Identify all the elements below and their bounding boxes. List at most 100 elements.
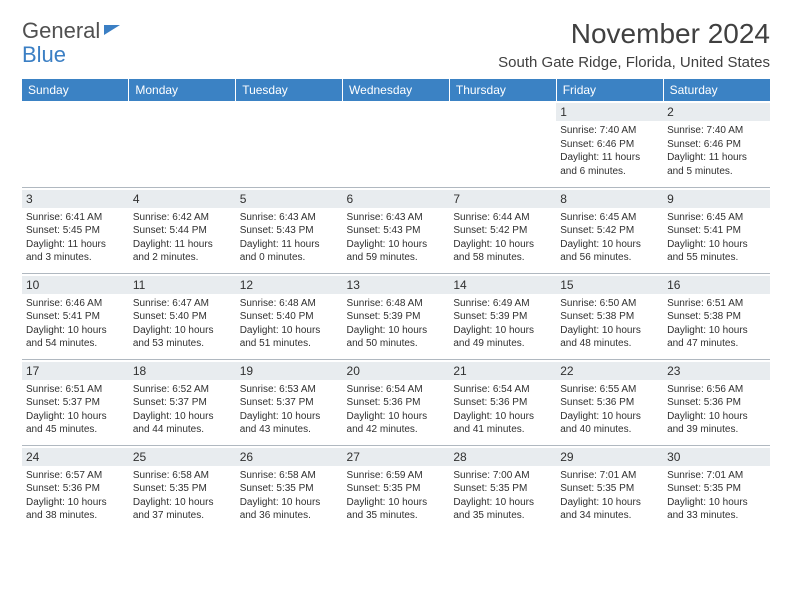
calendar-cell [22,101,129,187]
day-number: 14 [449,276,556,294]
day-number: 7 [449,190,556,208]
calendar-row: 1Sunrise: 7:40 AMSunset: 6:46 PMDaylight… [22,101,770,187]
day-detail: Sunrise: 6:48 AMSunset: 5:39 PMDaylight:… [347,297,446,351]
calendar-row: 17 Sunrise: 6:51 AMSunset: 5:37 PMDayligh… [22,359,770,445]
header: General November 2024 South Gate Ridge, … [22,18,770,71]
calendar-cell: 12 Sunrise: 6:48 AMSunset: 5:40 PMDayligh… [236,273,343,359]
calendar-cell: 8 Sunrise: 6:45 AMSunset: 5:42 PMDaylight… [556,187,663,273]
day-number: 10 [22,276,129,294]
calendar-cell: 14Sunrise: 6:49 AMSunset: 5:39 PMDayligh… [449,273,556,359]
calendar-cell: 18Sunrise: 6:52 AMSunset: 5:37 PMDayligh… [129,359,236,445]
calendar-head: SundayMondayTuesdayWednesdayThursdayFrid… [22,79,770,101]
day-detail: Sunrise: 6:51 AMSunset: 5:37 PMDaylight:… [26,383,125,437]
day-detail: Sunrise: 6:47 AMSunset: 5:40 PMDaylight:… [133,297,232,351]
day-number: 8 [556,190,663,208]
calendar-cell [343,101,450,187]
day-number: 29 [556,448,663,466]
day-number: 6 [343,190,450,208]
day-number: 30 [663,448,770,466]
calendar-cell: 11 Sunrise: 6:47 AMSunset: 5:40 PMDayligh… [129,273,236,359]
calendar-table: SundayMondayTuesdayWednesdayThursdayFrid… [22,79,770,531]
calendar-cell: 27Sunrise: 6:59 AMSunset: 5:35 PMDayligh… [343,445,450,531]
calendar-cell: 22 Sunrise: 6:55 AMSunset: 5:36 PMDayligh… [556,359,663,445]
calendar-cell [449,101,556,187]
day-detail: Sunrise: 6:41 AMSunset: 5:45 PMDaylight:… [26,211,125,265]
day-number: 28 [449,448,556,466]
day-number: 11 [129,276,236,294]
day-detail: Sunrise: 6:43 AMSunset: 5:43 PMDaylight:… [347,211,446,265]
day-detail: Sunrise: 6:54 AMSunset: 5:36 PMDaylight:… [347,383,446,437]
calendar-cell: 20 Sunrise: 6:54 AMSunset: 5:36 PMDayligh… [343,359,450,445]
calendar-cell [236,101,343,187]
day-detail: Sunrise: 7:40 AMSunset: 6:46 PMDaylight:… [560,124,659,178]
day-header-saturday: Saturday [663,79,770,101]
day-number: 1 [556,103,663,121]
day-detail: Sunrise: 6:52 AMSunset: 5:37 PMDaylight:… [133,383,232,437]
day-detail: Sunrise: 6:55 AMSunset: 5:36 PMDaylight:… [560,383,659,437]
calendar-cell: 10Sunrise: 6:46 AMSunset: 5:41 PMDayligh… [22,273,129,359]
calendar-cell: 15Sunrise: 6:50 AMSunset: 5:38 PMDayligh… [556,273,663,359]
calendar-cell: 28 Sunrise: 7:00 AMSunset: 5:35 PMDayligh… [449,445,556,531]
calendar-cell: 13 Sunrise: 6:48 AMSunset: 5:39 PMDayligh… [343,273,450,359]
calendar-cell: 5Sunrise: 6:43 AMSunset: 5:43 PMDaylight… [236,187,343,273]
calendar-cell: 19Sunrise: 6:53 AMSunset: 5:37 PMDayligh… [236,359,343,445]
day-detail: Sunrise: 7:40 AMSunset: 6:46 PMDaylight:… [667,124,766,178]
calendar-cell [129,101,236,187]
calendar-cell: 4 Sunrise: 6:42 AMSunset: 5:44 PMDaylight… [129,187,236,273]
day-header-wednesday: Wednesday [343,79,450,101]
day-number: 4 [129,190,236,208]
calendar-cell: 6 Sunrise: 6:43 AMSunset: 5:43 PMDaylight… [343,187,450,273]
day-detail: Sunrise: 6:43 AMSunset: 5:43 PMDaylight:… [240,211,339,265]
day-detail: Sunrise: 6:45 AMSunset: 5:42 PMDaylight:… [560,211,659,265]
day-number: 23 [663,362,770,380]
calendar-cell: 23 Sunrise: 6:56 AMSunset: 5:36 PMDayligh… [663,359,770,445]
calendar-cell: 30 Sunrise: 7:01 AMSunset: 5:35 PMDayligh… [663,445,770,531]
day-detail: Sunrise: 6:56 AMSunset: 5:36 PMDaylight:… [667,383,766,437]
day-detail: Sunrise: 6:58 AMSunset: 5:35 PMDaylight:… [133,469,232,523]
day-number: 13 [343,276,450,294]
day-number: 22 [556,362,663,380]
day-header-friday: Friday [556,79,663,101]
calendar-cell: 16Sunrise: 6:51 AMSunset: 5:38 PMDayligh… [663,273,770,359]
calendar-cell: 29 Sunrise: 7:01 AMSunset: 5:35 PMDayligh… [556,445,663,531]
day-number: 21 [449,362,556,380]
location: South Gate Ridge, Florida, United States [498,54,770,71]
calendar-cell: 2 Sunrise: 7:40 AMSunset: 6:46 PMDaylight… [663,101,770,187]
day-number: 20 [343,362,450,380]
day-detail: Sunrise: 6:58 AMSunset: 5:35 PMDaylight:… [240,469,339,523]
calendar-row: 10Sunrise: 6:46 AMSunset: 5:41 PMDayligh… [22,273,770,359]
calendar-cell: 17 Sunrise: 6:51 AMSunset: 5:37 PMDayligh… [22,359,129,445]
day-number: 16 [663,276,770,294]
day-header-thursday: Thursday [449,79,556,101]
day-detail: Sunrise: 6:45 AMSunset: 5:41 PMDaylight:… [667,211,766,265]
day-detail: Sunrise: 6:48 AMSunset: 5:40 PMDaylight:… [240,297,339,351]
day-detail: Sunrise: 6:57 AMSunset: 5:36 PMDaylight:… [26,469,125,523]
calendar-row: 24 Sunrise: 6:57 AMSunset: 5:36 PMDayligh… [22,445,770,531]
calendar-cell: 21Sunrise: 6:54 AMSunset: 5:36 PMDayligh… [449,359,556,445]
day-number: 24 [22,448,129,466]
title-block: November 2024 South Gate Ridge, Florida,… [498,18,770,71]
logo: General [22,18,122,44]
day-detail: Sunrise: 7:00 AMSunset: 5:35 PMDaylight:… [453,469,552,523]
day-number: 9 [663,190,770,208]
calendar-cell: 3Sunrise: 6:41 AMSunset: 5:45 PMDaylight… [22,187,129,273]
day-header-sunday: Sunday [22,79,129,101]
logo-mark-icon [104,25,120,35]
day-header-tuesday: Tuesday [236,79,343,101]
day-number: 26 [236,448,343,466]
day-number: 25 [129,448,236,466]
day-number: 17 [22,362,129,380]
logo-word1: General [22,18,100,44]
calendar-cell: 7 Sunrise: 6:44 AMSunset: 5:42 PMDaylight… [449,187,556,273]
day-header-monday: Monday [129,79,236,101]
calendar-cell: 26 Sunrise: 6:58 AMSunset: 5:35 PMDayligh… [236,445,343,531]
logo-word2: Blue [22,42,66,68]
day-number: 2 [663,103,770,121]
day-detail: Sunrise: 7:01 AMSunset: 5:35 PMDaylight:… [667,469,766,523]
day-detail: Sunrise: 6:42 AMSunset: 5:44 PMDaylight:… [133,211,232,265]
day-detail: Sunrise: 7:01 AMSunset: 5:35 PMDaylight:… [560,469,659,523]
day-detail: Sunrise: 6:44 AMSunset: 5:42 PMDaylight:… [453,211,552,265]
day-number: 12 [236,276,343,294]
month-title: November 2024 [498,18,770,50]
day-detail: Sunrise: 6:59 AMSunset: 5:35 PMDaylight:… [347,469,446,523]
